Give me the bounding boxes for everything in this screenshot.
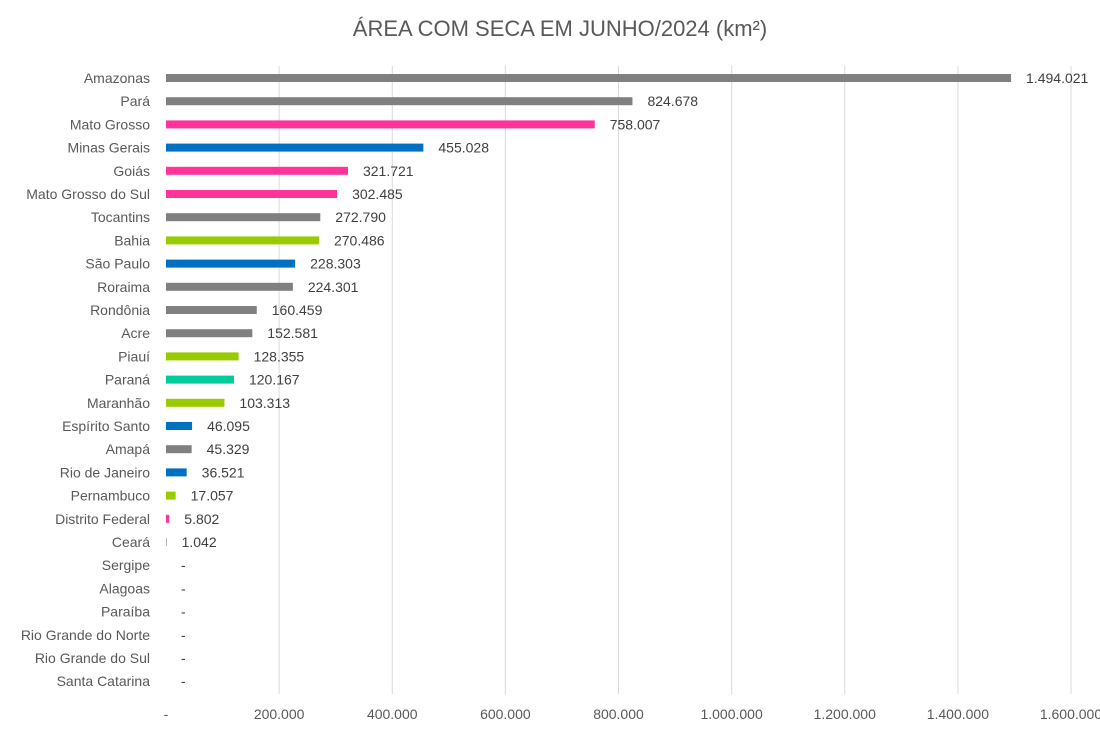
value-label: 46.095 [207, 418, 250, 434]
category-label: Pernambuco [71, 488, 151, 504]
x-tick-label: 200.000 [254, 706, 305, 722]
bar [166, 491, 176, 500]
value-label: 45.329 [207, 441, 250, 457]
category-label: Mato Grosso [70, 116, 150, 132]
gridlines [278, 66, 1072, 694]
category-label: Rio Grande do Norte [21, 627, 150, 643]
value-label: 758.007 [610, 116, 661, 132]
bars [166, 74, 1012, 546]
value-label: 455.028 [438, 140, 489, 156]
x-tick-label: 1.400.000 [927, 706, 989, 722]
category-label: Acre [121, 325, 150, 341]
bar [166, 422, 193, 430]
value-label: 228.303 [310, 256, 361, 272]
category-label: Espírito Santo [62, 418, 150, 434]
x-tick-label: 400.000 [367, 706, 418, 722]
bar [166, 190, 338, 198]
category-label: Rondônia [90, 302, 150, 318]
value-label: 152.581 [267, 325, 318, 341]
x-tick-label: - [164, 706, 169, 722]
bar [166, 468, 187, 477]
x-tick-label: 600.000 [480, 706, 531, 722]
bar [166, 97, 633, 106]
bar [166, 306, 257, 314]
value-label: 128.355 [254, 348, 305, 364]
bar [166, 120, 595, 129]
bar [166, 538, 167, 546]
value-label: 272.790 [335, 209, 386, 225]
category-label: Paraíba [101, 604, 150, 620]
category-label: Distrito Federal [55, 511, 150, 527]
bar [166, 398, 225, 407]
x-tick-label: 800.000 [593, 706, 644, 722]
category-label: Amapá [106, 441, 151, 457]
category-label: Pará [120, 93, 150, 109]
value-label: 5.802 [184, 511, 219, 527]
category-label: Sergipe [102, 557, 150, 573]
category-label: Alagoas [99, 580, 150, 596]
x-tick-label: 1.000.000 [700, 706, 762, 722]
value-label: 270.486 [334, 232, 385, 248]
value-label: - [181, 673, 186, 689]
bar [166, 166, 348, 175]
category-label: Paraná [105, 372, 150, 388]
bar [166, 352, 239, 361]
value-label: 824.678 [647, 93, 698, 109]
category-label: São Paulo [85, 256, 150, 272]
category-label: Amazonas [84, 70, 150, 86]
category-label: Rio Grande do Sul [35, 650, 150, 666]
x-tick-label: 1.200.000 [814, 706, 876, 722]
category-label: Bahia [114, 232, 150, 248]
value-label: 103.313 [239, 395, 290, 411]
bar [166, 445, 192, 454]
value-label: 120.167 [249, 372, 300, 388]
value-label: - [181, 580, 186, 596]
chart-title: ÁREA COM SECA EM JUNHO/2024 (km²) [353, 16, 767, 41]
category-label: Mato Grosso do Sul [26, 186, 150, 202]
bar [166, 259, 296, 268]
x-tick-label: 1.600.000 [1040, 706, 1100, 722]
bar [166, 213, 321, 222]
category-label: Goiás [113, 163, 150, 179]
value-label: 321.721 [363, 163, 414, 179]
bar [166, 329, 253, 338]
value-label: 36.521 [202, 464, 245, 480]
category-label: Roraima [97, 279, 150, 295]
category-label: Piauí [118, 348, 150, 364]
x-axis-tick-labels: - 200.000 400.000 600.000 800.000 1.000.000 1.… [164, 706, 1100, 722]
category-label: Maranhão [87, 395, 150, 411]
bar [166, 143, 424, 152]
value-labels: 1.494.021 824.678 758.007 455.028 321.721 302… [181, 70, 1089, 689]
value-label: 160.459 [272, 302, 323, 318]
value-label: - [181, 557, 186, 573]
value-label: - [181, 650, 186, 666]
bar [166, 514, 170, 523]
bar [166, 236, 319, 245]
category-label: Rio de Janeiro [60, 464, 150, 480]
category-label: Santa Catarina [57, 673, 151, 689]
category-label: Ceará [112, 534, 150, 550]
value-label: 17.057 [191, 488, 234, 504]
value-label: - [181, 604, 186, 620]
value-label: 1.494.021 [1026, 70, 1088, 86]
category-label: Tocantins [91, 209, 150, 225]
bar [166, 74, 1012, 82]
value-label: 224.301 [308, 279, 359, 295]
value-label: - [181, 627, 186, 643]
value-label: 302.485 [352, 186, 403, 202]
bar [166, 375, 234, 384]
bar [166, 282, 293, 291]
value-label: 1.042 [182, 534, 217, 550]
category-label: Minas Gerais [68, 140, 150, 156]
category-labels: Amazonas Pará Mato Grosso Minas Gerais Goiás… [21, 70, 150, 689]
